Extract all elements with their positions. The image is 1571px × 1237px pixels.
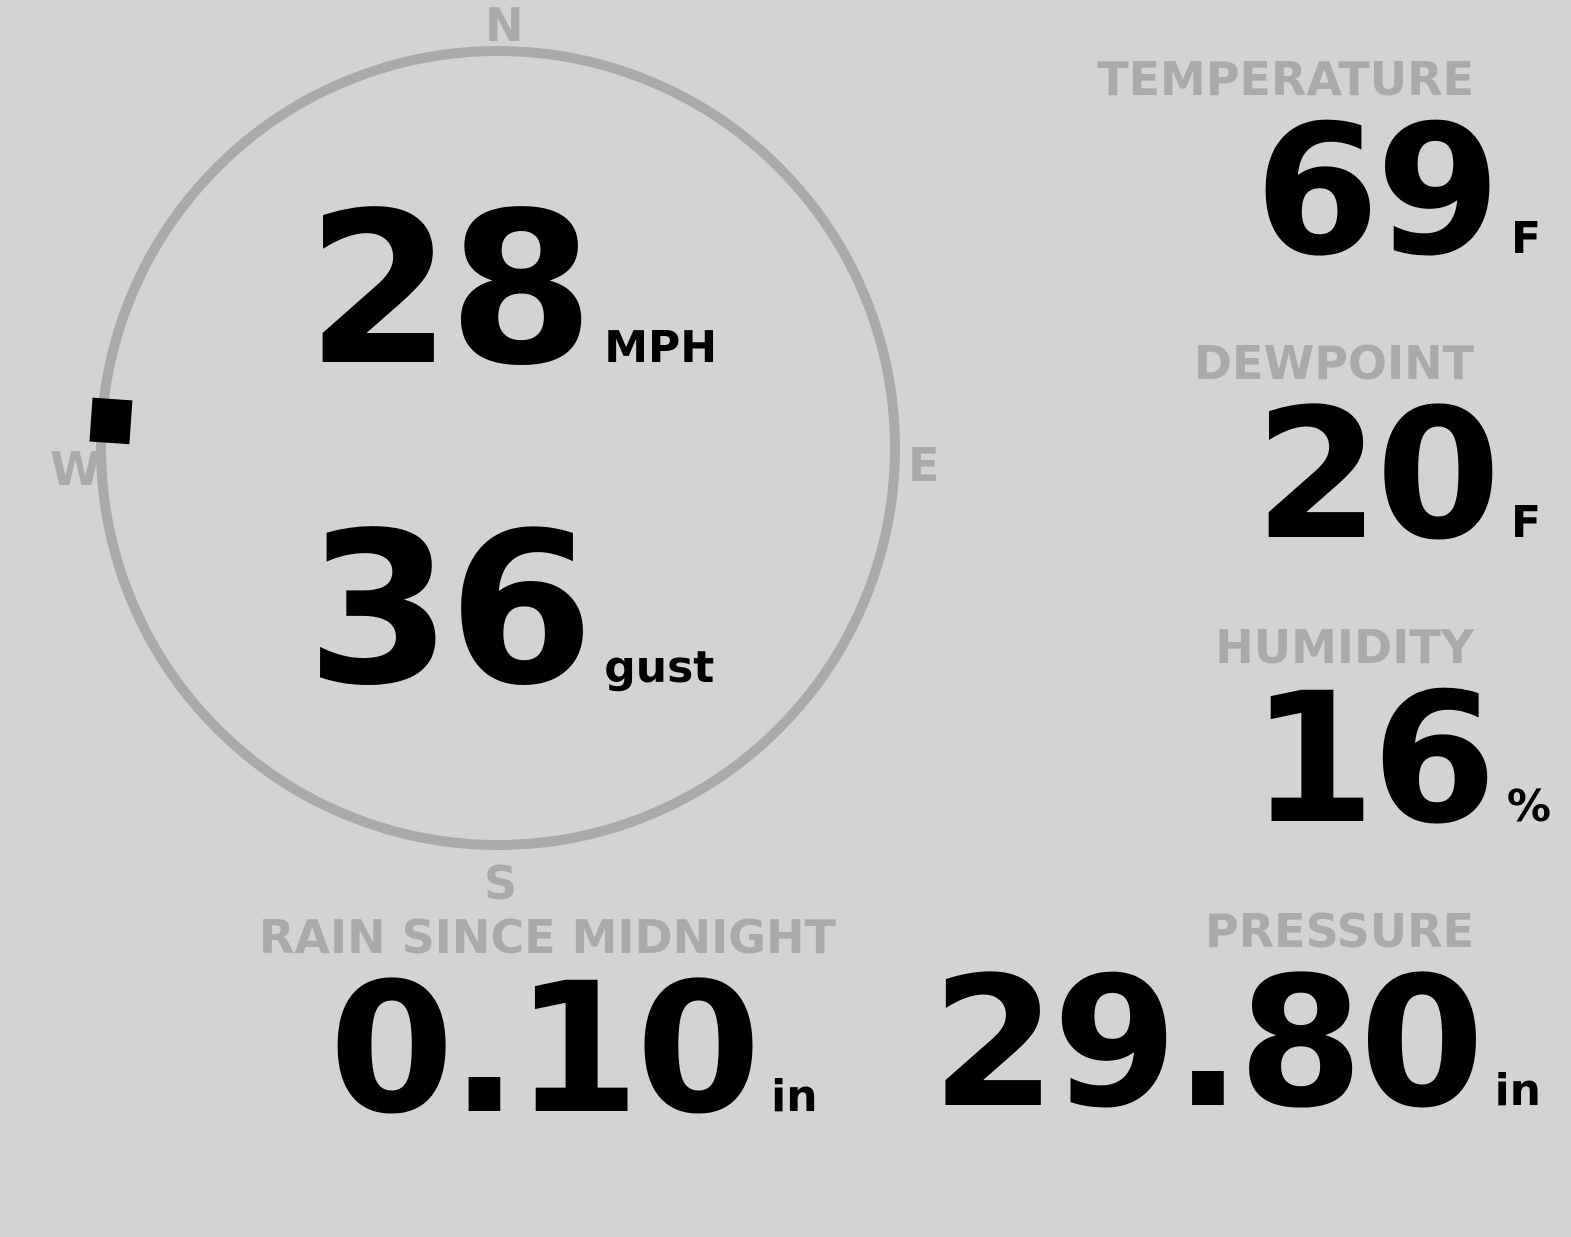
- humidity-block: HUMIDITY 16 %: [1215, 624, 1551, 850]
- rain-label: RAIN SINCE MIDNIGHT: [259, 910, 836, 964]
- dewpoint-block: DEWPOINT 20 F: [1194, 340, 1541, 566]
- pressure-unit: in: [1494, 1065, 1541, 1116]
- compass-south: S: [484, 856, 518, 910]
- dewpoint-unit: F: [1510, 497, 1541, 548]
- temperature-block: TEMPERATURE 69 F: [1097, 56, 1541, 282]
- wind-gust-block: 36 gust: [306, 505, 714, 715]
- compass-east: E: [908, 438, 940, 492]
- dewpoint-value: 20: [1254, 371, 1500, 580]
- rain-value: 0.10: [329, 945, 761, 1154]
- wind-gust-value: 36: [306, 487, 594, 732]
- pressure-label: PRESSURE: [1205, 904, 1474, 958]
- temperature-value: 69: [1254, 87, 1500, 296]
- compass-north: N: [485, 0, 524, 52]
- humidity-label: HUMIDITY: [1215, 620, 1474, 674]
- dewpoint-label: DEWPOINT: [1193, 336, 1474, 390]
- wind-gust-unit: gust: [604, 642, 715, 693]
- compass-west: W: [50, 442, 101, 496]
- wind-speed-block: 28 MPH: [306, 185, 717, 395]
- humidity-unit: %: [1506, 781, 1551, 832]
- pressure-block: PRESSURE 29.80 in: [931, 908, 1541, 1134]
- rain-unit: in: [771, 1071, 818, 1122]
- wind-speed-value: 28: [306, 167, 594, 412]
- wind-speed-unit: MPH: [604, 322, 718, 373]
- humidity-value: 16: [1250, 655, 1496, 864]
- rain-block: RAIN SINCE MIDNIGHT 0.10 in: [259, 914, 836, 1140]
- temperature-unit: F: [1510, 213, 1541, 264]
- temperature-label: TEMPERATURE: [1097, 52, 1474, 106]
- wind-direction-marker: [89, 397, 133, 445]
- compass-ring: [96, 46, 900, 850]
- wind-compass: [89, 46, 900, 850]
- pressure-value: 29.80: [931, 939, 1484, 1148]
